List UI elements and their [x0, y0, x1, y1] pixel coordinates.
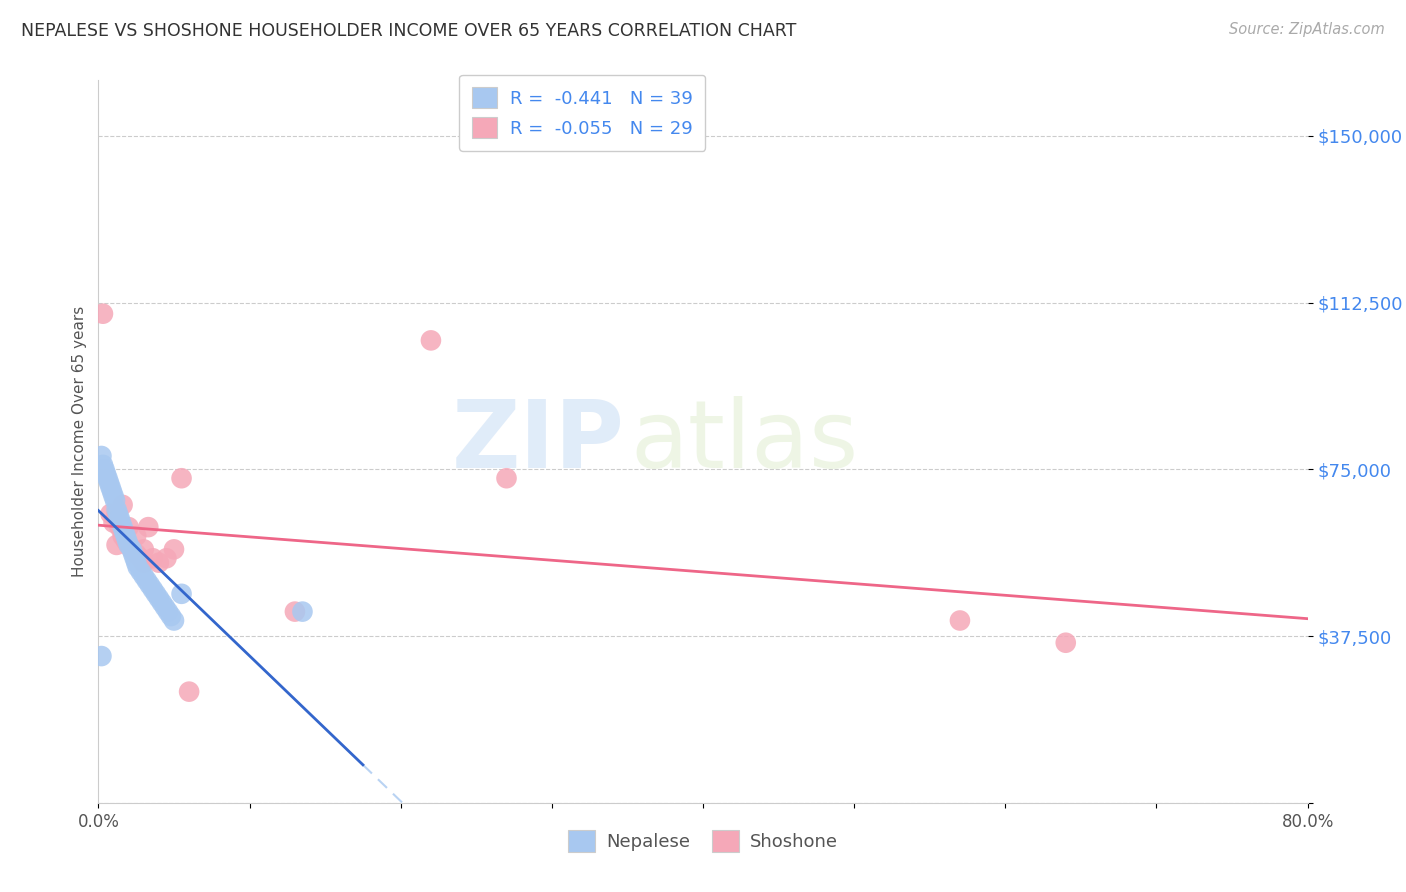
Point [139, 578, 162, 592]
Point [115, 533, 138, 548]
Point [110, 516, 132, 530]
Point [94, 467, 117, 481]
Text: NEPALESE VS SHOSHONE HOUSEHOLDER INCOME OVER 65 YEARS CORRELATION CHART: NEPALESE VS SHOSHONE HOUSEHOLDER INCOME … [21, 22, 796, 40]
Point [129, 565, 152, 579]
Point [121, 542, 143, 557]
Point [170, 587, 193, 601]
Y-axis label: Householder Income Over 65 years: Householder Income Over 65 years [72, 306, 87, 577]
Point [284, 605, 307, 619]
Point [114, 533, 136, 548]
Point [495, 471, 517, 485]
Text: ZIP: ZIP [451, 395, 624, 488]
Point [170, 471, 193, 485]
Point [111, 529, 134, 543]
Point [132, 542, 155, 557]
Point [105, 538, 128, 552]
Point [122, 547, 145, 561]
Point [111, 498, 134, 512]
Text: atlas: atlas [630, 395, 859, 488]
Point [90, 649, 112, 664]
Point [150, 596, 173, 610]
Point [101, 484, 124, 499]
Point [148, 556, 170, 570]
Point [103, 489, 125, 503]
Point [104, 493, 127, 508]
Point [142, 582, 165, 597]
Point [129, 551, 152, 566]
Point [114, 529, 136, 543]
Point [125, 547, 148, 561]
Point [118, 520, 141, 534]
Point [98, 475, 121, 490]
Point [291, 605, 314, 619]
Point [125, 529, 148, 543]
Point [145, 587, 167, 601]
Point [108, 520, 131, 534]
Point [153, 600, 176, 615]
Point [132, 569, 155, 583]
Point [1054, 636, 1077, 650]
Point [96, 471, 118, 485]
Point [108, 511, 131, 525]
Point [163, 542, 186, 557]
Point [136, 520, 159, 534]
Point [93, 462, 115, 476]
Point [148, 591, 170, 606]
Point [420, 334, 443, 348]
Point [105, 502, 128, 516]
Text: Source: ZipAtlas.com: Source: ZipAtlas.com [1229, 22, 1385, 37]
Point [91, 458, 114, 472]
Point [118, 538, 141, 552]
Point [135, 574, 157, 588]
Point [103, 516, 125, 530]
Point [118, 538, 141, 552]
Legend: Nepalese, Shoshone: Nepalese, Shoshone [561, 822, 845, 859]
Point [91, 307, 114, 321]
Point [121, 542, 143, 557]
Point [125, 556, 148, 570]
Point [142, 551, 165, 566]
Point [127, 560, 149, 574]
Point [90, 449, 112, 463]
Point [132, 556, 155, 570]
Point [179, 684, 201, 698]
Point [156, 605, 179, 619]
Point [111, 520, 134, 534]
Point [100, 507, 122, 521]
Point [155, 551, 177, 566]
Point [160, 609, 183, 624]
Point [105, 507, 128, 521]
Point [949, 614, 972, 628]
Point [107, 507, 129, 521]
Point [124, 551, 146, 566]
Point [112, 524, 135, 539]
Point [163, 614, 186, 628]
Point [100, 480, 122, 494]
